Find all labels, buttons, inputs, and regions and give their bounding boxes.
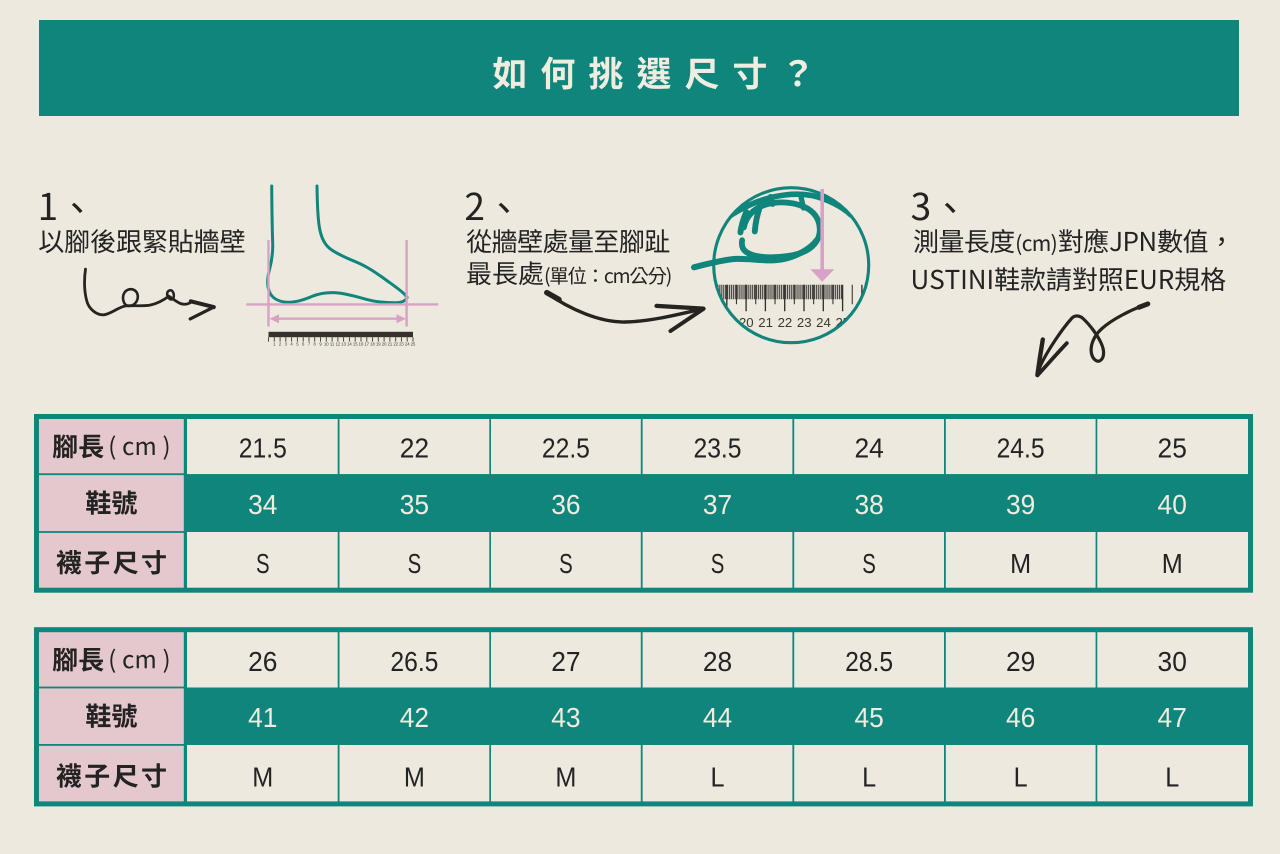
svg-text:22.5: 22.5	[542, 433, 590, 464]
svg-text:43: 43	[551, 702, 580, 733]
svg-text:24: 24	[405, 342, 410, 347]
svg-text:7: 7	[308, 342, 311, 347]
svg-text:24.5: 24.5	[997, 433, 1045, 464]
svg-text:22: 22	[400, 433, 429, 464]
svg-text:S: S	[256, 548, 270, 579]
svg-text:25: 25	[411, 342, 416, 347]
svg-text:24: 24	[854, 433, 883, 464]
svg-text:4: 4	[290, 342, 293, 347]
svg-text:M: M	[1010, 548, 1031, 579]
svg-text:M: M	[404, 761, 425, 792]
svg-text:8: 8	[314, 342, 317, 347]
svg-text:L: L	[711, 761, 725, 792]
svg-text:S: S	[408, 548, 422, 579]
svg-text:27: 27	[551, 646, 580, 677]
svg-text:S: S	[711, 548, 725, 579]
svg-text:42: 42	[400, 702, 429, 733]
svg-text:S: S	[559, 548, 573, 579]
svg-text:25: 25	[1158, 433, 1187, 464]
svg-text:22: 22	[778, 315, 793, 330]
svg-text:44: 44	[703, 702, 732, 733]
svg-text:21: 21	[388, 342, 393, 347]
svg-text:35: 35	[400, 489, 429, 520]
svg-text:26: 26	[248, 646, 277, 677]
svg-text:39: 39	[1006, 489, 1035, 520]
svg-text:23.5: 23.5	[694, 433, 742, 464]
svg-text:M: M	[1162, 548, 1183, 579]
svg-text:9: 9	[319, 342, 322, 347]
svg-text:21.5: 21.5	[239, 433, 287, 464]
svg-text:24: 24	[816, 315, 831, 330]
svg-text:19: 19	[376, 342, 381, 347]
svg-text:45: 45	[854, 702, 883, 733]
svg-text:29: 29	[1006, 646, 1035, 677]
svg-text:6: 6	[302, 342, 305, 347]
svg-text:38: 38	[854, 489, 883, 520]
svg-text:12: 12	[336, 342, 341, 347]
svg-text:23: 23	[797, 315, 812, 330]
svg-text:17: 17	[364, 342, 369, 347]
svg-text:14: 14	[347, 342, 352, 347]
svg-text:2: 2	[279, 342, 282, 347]
svg-text:28: 28	[703, 646, 732, 677]
svg-text:15: 15	[353, 342, 358, 347]
svg-text:18: 18	[370, 342, 375, 347]
svg-text:20: 20	[382, 342, 387, 347]
svg-text:36: 36	[551, 489, 580, 520]
svg-text:L: L	[862, 761, 876, 792]
svg-text:21: 21	[758, 315, 773, 330]
svg-text:L: L	[1165, 761, 1179, 792]
svg-text:L: L	[1014, 761, 1028, 792]
svg-text:41: 41	[248, 702, 277, 733]
svg-text:13: 13	[341, 342, 346, 347]
svg-text:11: 11	[330, 342, 335, 347]
svg-text:3: 3	[285, 342, 288, 347]
svg-text:10: 10	[324, 342, 329, 347]
svg-text:1: 1	[273, 342, 276, 347]
svg-text:30: 30	[1158, 646, 1187, 677]
svg-text:40: 40	[1158, 489, 1187, 520]
svg-text:M: M	[555, 761, 576, 792]
svg-text:37: 37	[703, 489, 732, 520]
svg-text:5: 5	[296, 342, 299, 347]
svg-text:28.5: 28.5	[845, 646, 893, 677]
svg-text:26.5: 26.5	[390, 646, 438, 677]
svg-text:34: 34	[248, 489, 277, 520]
svg-text:M: M	[252, 761, 273, 792]
svg-text:22: 22	[393, 342, 398, 347]
svg-text:S: S	[862, 548, 876, 579]
svg-text:46: 46	[1006, 702, 1035, 733]
svg-text:16: 16	[359, 342, 364, 347]
svg-text:23: 23	[399, 342, 404, 347]
svg-text:47: 47	[1158, 702, 1187, 733]
